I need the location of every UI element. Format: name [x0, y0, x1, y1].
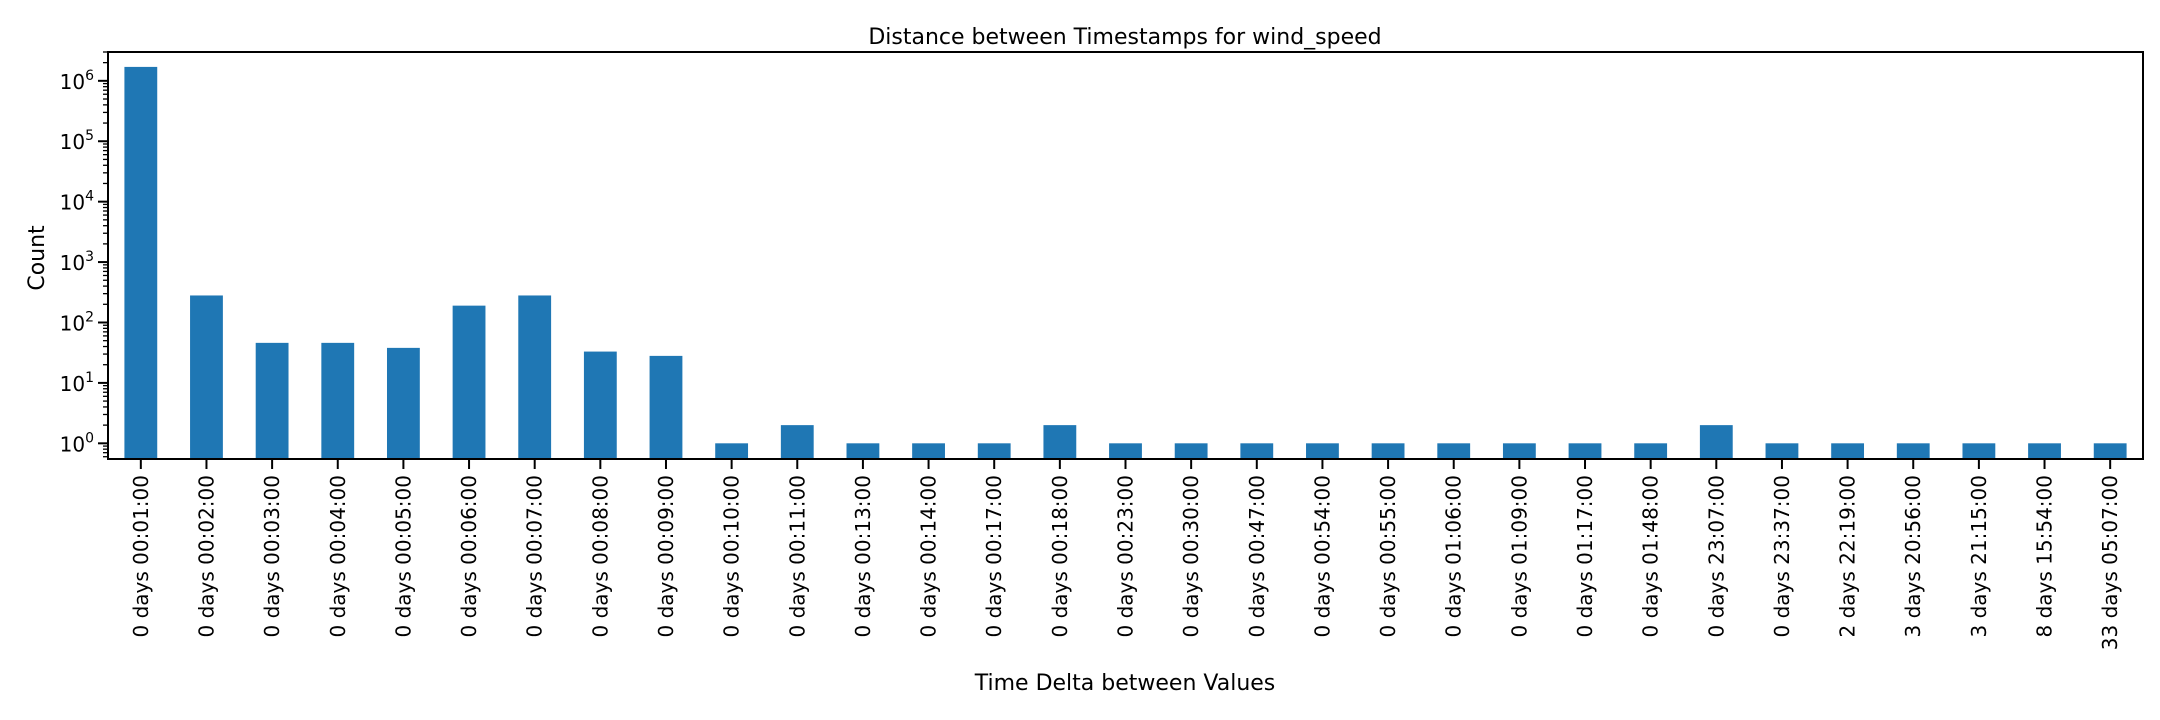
x-tick-label: 0 days 00:14:00: [917, 475, 941, 637]
bar-20: [1437, 443, 1471, 459]
bar-7: [583, 351, 617, 459]
bar-9: [715, 443, 749, 459]
bar-8: [649, 355, 683, 459]
x-tick-label: 0 days 00:55:00: [1376, 475, 1400, 637]
x-tick-label: 0 days 00:10:00: [720, 475, 744, 637]
bar-29: [2028, 443, 2061, 459]
x-tick-label: 0 days 23:07:00: [1704, 475, 1728, 637]
bar-4: [386, 347, 420, 459]
x-tick-label: 0 days 00:18:00: [1048, 475, 1072, 637]
bar-17: [1240, 443, 1274, 459]
bar-1: [190, 295, 223, 459]
bar-25: [1765, 443, 1799, 459]
bar-30: [2093, 443, 2127, 459]
x-tick-label: 0 days 00:03:00: [260, 475, 284, 637]
x-tick-label: 0 days 01:06:00: [1442, 475, 1466, 637]
x-tick-label: 0 days 00:09:00: [654, 475, 678, 637]
bars-group: [124, 66, 2127, 460]
x-tick-label: 0 days 00:11:00: [785, 475, 809, 637]
x-tick-label: 3 days 21:15:00: [1967, 475, 1991, 637]
bar-10: [780, 425, 814, 459]
x-tick-label: 0 days 01:17:00: [1573, 475, 1597, 637]
bar-23: [1634, 443, 1668, 459]
bar-12: [912, 443, 945, 459]
x-tick-label: 0 days 00:13:00: [851, 475, 875, 637]
x-tick-label: 8 days 15:54:00: [2033, 475, 2057, 637]
x-tick-label: 33 days 05:07:00: [2098, 475, 2122, 650]
bar-26: [1831, 443, 1865, 459]
x-axis-ticks: 0 days 00:01:00 0 days 00:02:00 0 days 00:…: [129, 459, 2122, 650]
bar-19: [1371, 443, 1405, 459]
bar-16: [1174, 443, 1208, 459]
bar-3: [321, 342, 355, 459]
bar-14: [1043, 425, 1077, 459]
bar-24: [1699, 425, 1733, 459]
bar-15: [1109, 443, 1142, 459]
x-tick-label: 0 days 00:06:00: [457, 475, 481, 637]
x-axis-label: Time Delta between Values: [974, 671, 1276, 696]
bar-18: [1306, 443, 1339, 459]
x-tick-label: 0 days 00:47:00: [1245, 475, 1269, 637]
x-tick-label: 3 days 20:56:00: [1901, 475, 1925, 637]
bar-27: [1896, 443, 1930, 459]
plot-frame: [107, 51, 2144, 460]
x-tick-label: 0 days 00:54:00: [1310, 475, 1334, 637]
x-tick-label: 0 days 00:07:00: [523, 475, 547, 637]
x-tick-label: 0 days 01:09:00: [1507, 475, 1531, 637]
x-tick-label: 0 days 23:37:00: [1770, 475, 1794, 637]
bar-2: [255, 342, 289, 459]
bar-11: [846, 443, 880, 459]
x-tick-label: 0 days 00:30:00: [1179, 475, 1203, 637]
bar-0: [124, 66, 158, 460]
x-tick-label: 0 days 00:05:00: [391, 475, 415, 637]
x-tick-label: 0 days 00:08:00: [588, 475, 612, 637]
x-tick-label: 0 days 00:17:00: [982, 475, 1006, 637]
x-tick-label: 0 days 00:04:00: [326, 475, 350, 637]
bar-21: [1502, 443, 1536, 459]
bar-13: [977, 443, 1011, 459]
y-axis-label: Count: [25, 225, 50, 291]
bar-28: [1962, 443, 1996, 459]
x-tick-label: 0 days 00:01:00: [129, 475, 153, 637]
bar-6: [518, 295, 552, 459]
x-tick-label: 2 days 22:19:00: [1836, 475, 1860, 637]
x-tick-label: 0 days 00:02:00: [194, 475, 218, 637]
chart-title: Distance between Timestamps for wind_spe…: [868, 25, 1381, 50]
x-tick-label: 0 days 00:23:00: [1114, 475, 1138, 637]
bar-22: [1568, 443, 1602, 459]
bar-5: [452, 305, 486, 459]
x-tick-label: 0 days 01:48:00: [1639, 475, 1663, 637]
